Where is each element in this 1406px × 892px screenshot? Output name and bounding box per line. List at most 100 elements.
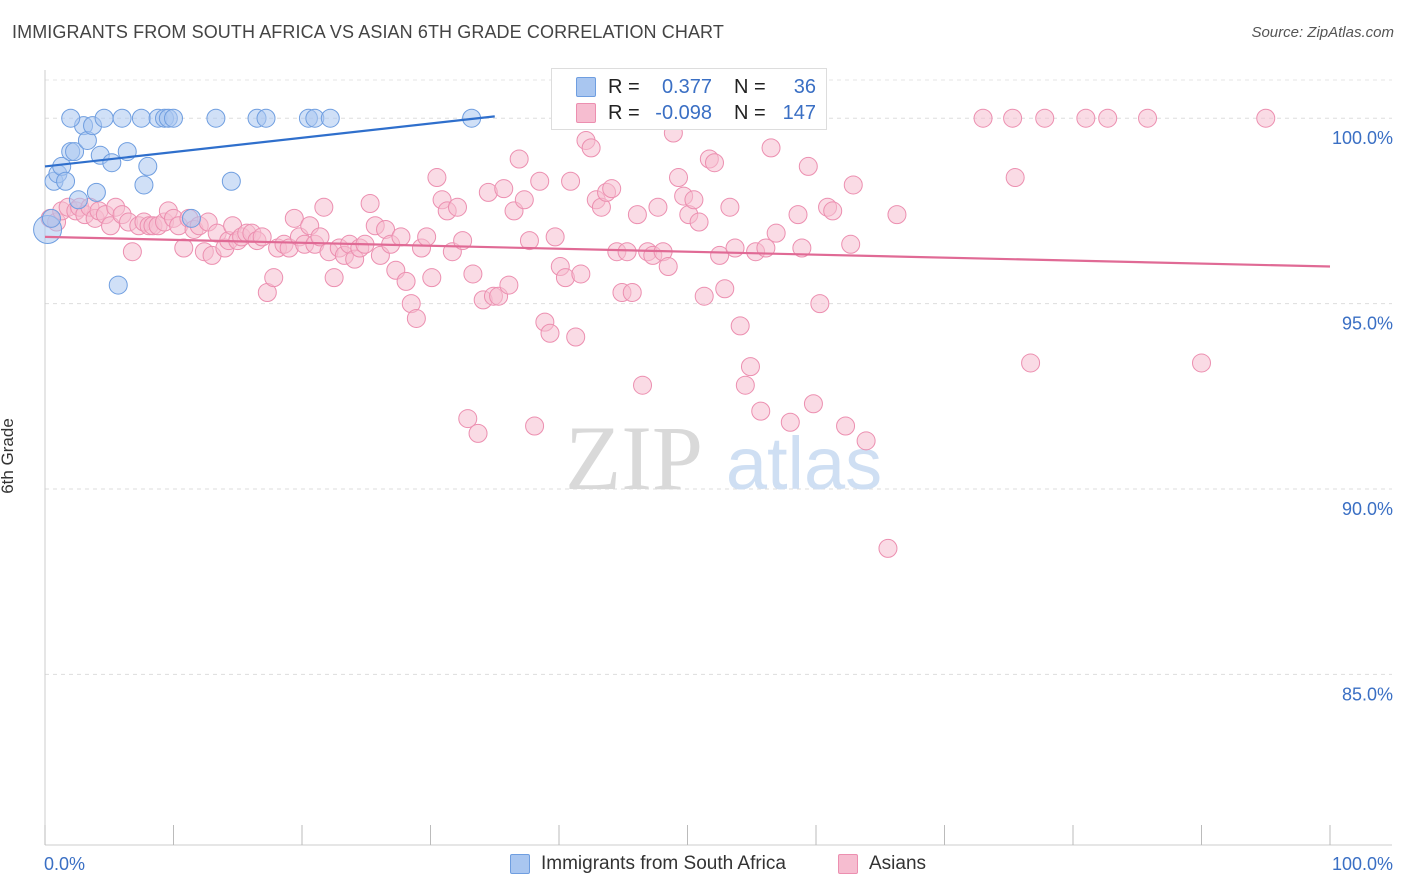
legend-r-label: R =: [608, 101, 640, 124]
data-point: [447, 197, 467, 217]
data-point: [669, 168, 689, 188]
data-point: [463, 264, 483, 284]
data-point: [803, 394, 823, 414]
series-south-africa: [33, 108, 482, 295]
correlation-legend: R = 0.377 N = 36 R = -0.098 N = 147: [551, 68, 827, 130]
legend-n-value: 36: [793, 75, 816, 98]
y-axis-title-text: 6th Grade: [0, 418, 17, 494]
data-point: [68, 190, 88, 210]
bottom-legend-south-africa[interactable]: Immigrants from South Africa: [510, 852, 786, 876]
data-point: [761, 138, 781, 158]
data-point: [810, 294, 830, 314]
data-point: [102, 153, 122, 173]
data-point: [324, 268, 344, 288]
data-point: [788, 205, 808, 225]
data-point: [887, 205, 907, 225]
data-point: [65, 142, 85, 162]
data-point: [843, 175, 863, 195]
data-point: [836, 416, 856, 436]
data-point: [617, 242, 637, 262]
bottom-legend-asians[interactable]: Asians: [838, 852, 926, 876]
y-tick-label: 85.0%: [1342, 684, 1393, 704]
data-point: [1003, 108, 1023, 128]
bottom-legend-swatch-asians: [838, 854, 858, 874]
data-point: [122, 242, 142, 262]
data-point: [494, 179, 514, 199]
data-point: [360, 193, 380, 213]
legend-n-value: 147: [782, 101, 816, 124]
chart-source: Source: ZipAtlas.com: [1251, 24, 1394, 41]
data-point: [1192, 353, 1211, 373]
data-point: [694, 286, 714, 306]
data-point: [622, 282, 642, 302]
data-point: [530, 171, 550, 191]
y-tick-label: 100.0%: [1332, 128, 1393, 148]
data-point: [566, 327, 586, 347]
data-point: [710, 245, 730, 265]
data-point: [973, 108, 993, 128]
data-point: [715, 279, 735, 299]
data-point: [519, 231, 539, 251]
data-point: [252, 227, 272, 247]
data-point: [174, 238, 194, 258]
data-point: [468, 423, 488, 443]
legend-r-value: 0.377: [661, 75, 712, 98]
data-point: [571, 264, 591, 284]
data-point: [112, 108, 132, 128]
data-point: [514, 190, 534, 210]
legend-row-asians: R = -0.098 N = 147: [576, 100, 816, 126]
data-point: [735, 375, 755, 395]
tick-labels: 100.0% 95.0% 90.0% 85.0% 0.0% 100.0%: [44, 128, 1393, 874]
data-point: [181, 208, 201, 228]
bottom-legend-label-asians: Asians: [869, 853, 927, 874]
data-point: [86, 182, 106, 202]
data-point: [581, 138, 601, 158]
trend-lines: [44, 115, 1331, 268]
data-point: [509, 149, 529, 169]
data-point: [720, 197, 740, 217]
data-point: [878, 538, 898, 558]
data-point: [108, 275, 128, 295]
data-point: [499, 275, 519, 295]
data-point: [780, 412, 800, 432]
data-point: [406, 308, 426, 328]
legend-row-south-africa: R = 0.377 N = 36: [576, 74, 816, 100]
data-point: [417, 227, 437, 247]
data-point: [101, 216, 121, 236]
data-point: [658, 257, 678, 277]
data-point: [540, 323, 560, 343]
data-point: [1098, 108, 1118, 128]
data-point: [453, 231, 473, 251]
x-tick-label: 100.0%: [1332, 854, 1393, 874]
legend-r-label: R =: [608, 75, 640, 98]
trend-line-asians: [44, 235, 1331, 268]
data-point: [138, 156, 158, 176]
data-point: [1035, 108, 1055, 128]
data-point: [766, 223, 786, 243]
data-point: [525, 416, 545, 436]
y-tick-label: 95.0%: [1342, 314, 1393, 334]
watermark: ZIP atlas: [565, 407, 882, 509]
data-point: [320, 108, 340, 128]
data-point: [561, 171, 581, 191]
data-point: [284, 208, 304, 228]
data-point: [725, 238, 745, 258]
bottom-legend-label-south-africa: Immigrants from South Africa: [541, 853, 786, 874]
data-point: [206, 108, 226, 128]
data-point: [798, 156, 818, 176]
watermark-atlas: atlas: [726, 422, 882, 505]
data-point: [1076, 108, 1096, 128]
data-point: [391, 227, 411, 247]
data-point: [751, 401, 771, 421]
data-point: [648, 197, 668, 217]
data-point: [264, 268, 284, 288]
data-point: [256, 108, 276, 128]
data-point: [56, 171, 76, 191]
data-point: [134, 175, 154, 195]
watermark-zip: ZIP: [565, 407, 703, 509]
data-point: [633, 375, 653, 395]
legend-r-value: -0.098: [655, 101, 712, 124]
data-point: [458, 409, 478, 429]
data-point: [1138, 108, 1158, 128]
